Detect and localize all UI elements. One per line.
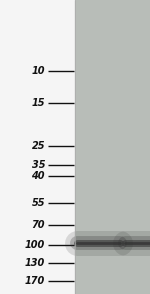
Text: 170: 170 bbox=[25, 276, 45, 286]
Text: 15: 15 bbox=[32, 98, 45, 108]
Text: 35: 35 bbox=[32, 160, 45, 170]
Text: 10: 10 bbox=[32, 66, 45, 76]
Bar bbox=[75, 0, 150, 294]
Text: 130: 130 bbox=[25, 258, 45, 268]
Text: 40: 40 bbox=[32, 171, 45, 181]
Text: 100: 100 bbox=[25, 240, 45, 250]
Text: 70: 70 bbox=[32, 220, 45, 230]
Bar bbox=[0, 0, 75, 294]
Text: 55: 55 bbox=[32, 198, 45, 208]
Text: 25: 25 bbox=[32, 141, 45, 151]
